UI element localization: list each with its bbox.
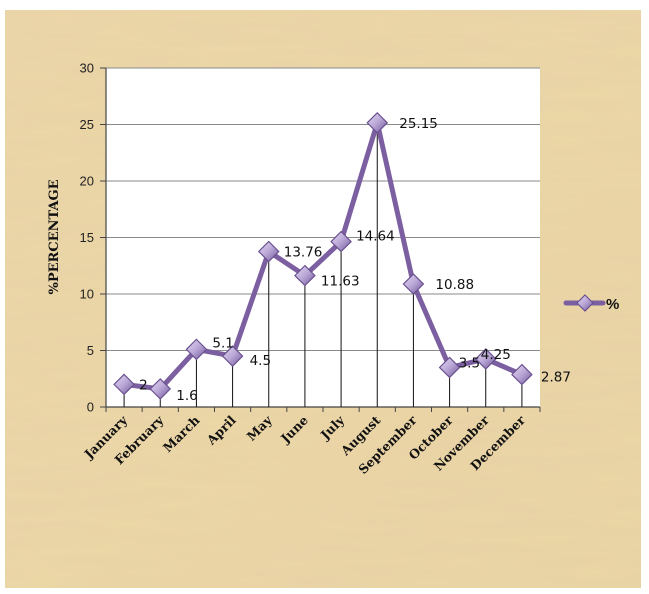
legend: % [563, 294, 619, 313]
y-tick-label: 0 [87, 400, 94, 415]
data-point-marker [402, 273, 425, 295]
data-label: 14.64 [356, 229, 395, 245]
y-axis-title: %PERCENTAGE [47, 179, 62, 294]
y-tick-label: 30 [80, 61, 94, 76]
y-tick-label: 25 [80, 117, 94, 132]
data-point-marker [474, 348, 497, 370]
data-label: 11.63 [321, 274, 360, 290]
gridlines [100, 67, 541, 412]
data-point-marker [113, 373, 135, 396]
data-label: 2.87 [541, 370, 571, 386]
data-label: 2 [139, 377, 148, 393]
data-point-marker [221, 345, 244, 367]
data-label: 10.88 [435, 277, 474, 293]
series-markers [113, 111, 533, 400]
y-tick-label: 10 [80, 287, 94, 302]
data-point-marker [149, 378, 172, 400]
data-label: 4.5 [250, 353, 271, 369]
legend-label: % [606, 296, 619, 313]
data-point-marker [438, 356, 461, 379]
y-tick-label: 15 [80, 230, 94, 245]
data-point-marker [294, 264, 316, 287]
legend-marker-icon [576, 294, 594, 312]
y-axis-ticks: 0 5 10 15 20 25 30 [80, 61, 94, 415]
data-label: 13.76 [284, 245, 323, 261]
y-tick-label: 5 [87, 343, 94, 358]
y-tick-label: 20 [80, 174, 94, 189]
data-point-marker [366, 111, 389, 134]
data-label: 4.25 [481, 347, 511, 363]
data-point-marker [185, 338, 208, 361]
data-point-marker [330, 230, 352, 253]
drop-lines [123, 122, 523, 407]
data-label: 5.1 [212, 335, 233, 351]
data-label: 1.6 [176, 388, 197, 404]
data-point-marker [257, 240, 280, 263]
data-labels: 2 1.6 5.1 4.5 13.76 11.63 14.64 25.15 10.88 3.54.… [139, 116, 571, 404]
data-label: 3.5 [459, 355, 480, 371]
data-label: 25.15 [399, 116, 438, 132]
data-point-marker [511, 363, 533, 386]
